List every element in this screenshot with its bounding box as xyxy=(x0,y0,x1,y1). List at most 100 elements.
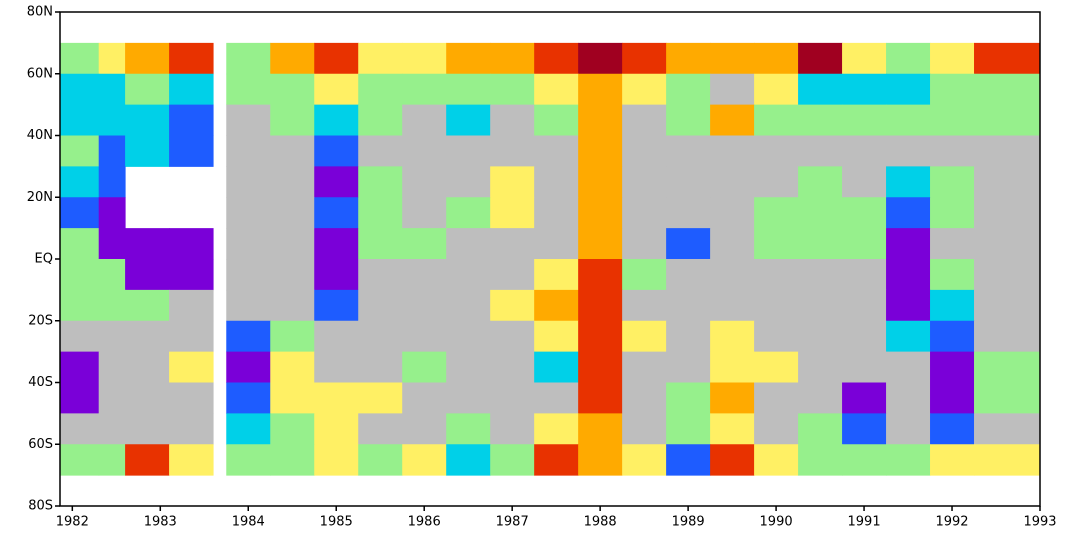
heatmap-cell xyxy=(622,382,667,414)
heatmap-cell xyxy=(842,104,887,136)
heatmap-cell xyxy=(622,228,667,260)
heatmap-cell xyxy=(125,289,170,322)
heatmap-cell xyxy=(754,166,799,198)
heatmap-cell xyxy=(446,351,491,383)
heatmap-cell xyxy=(534,413,579,445)
heatmap-cell xyxy=(930,444,975,476)
heatmap-cell xyxy=(754,413,799,445)
heatmap-cell xyxy=(314,413,359,445)
heatmap-cell xyxy=(710,135,755,167)
heatmap-cell xyxy=(842,351,887,383)
heatmap-cell xyxy=(930,104,975,136)
heatmap-cell xyxy=(226,259,271,291)
heatmap-cell xyxy=(125,413,170,445)
heatmap-cell xyxy=(125,42,170,75)
heatmap-cell xyxy=(886,259,931,291)
heatmap-cell xyxy=(402,351,447,383)
heatmap-cell xyxy=(98,289,126,322)
heatmap-cell xyxy=(226,228,271,260)
heatmap-cell xyxy=(578,42,623,75)
heatmap-cell xyxy=(842,73,887,106)
heatmap-cell xyxy=(710,166,755,198)
heatmap-cell xyxy=(358,135,403,167)
heatmap-cell xyxy=(314,444,359,476)
heatmap-cell xyxy=(886,289,931,322)
heatmap-cell xyxy=(754,73,799,106)
heatmap-cell xyxy=(930,228,975,260)
heatmap-cell xyxy=(534,197,579,229)
x-tick-label: 1984 xyxy=(232,515,265,530)
heatmap-cell xyxy=(534,166,579,198)
heatmap-cell xyxy=(60,382,100,414)
heatmap-cell xyxy=(798,444,843,476)
heatmap-cell xyxy=(710,289,755,322)
heatmap-cell xyxy=(842,42,887,75)
x-tick-label: 1982 xyxy=(56,515,89,530)
heatmap-cell xyxy=(270,351,315,383)
heatmap-cell xyxy=(358,228,403,260)
heatmap-cell xyxy=(490,166,535,198)
heatmap-cell xyxy=(886,382,931,414)
heatmap-cell xyxy=(666,382,711,414)
heatmap-cell xyxy=(798,42,843,75)
heatmap-cell xyxy=(169,228,214,260)
heatmap-cell xyxy=(490,228,535,260)
heatmap-cell xyxy=(754,259,799,291)
heatmap-cell xyxy=(930,42,975,75)
heatmap-cell xyxy=(446,382,491,414)
heatmap-cell xyxy=(974,166,1041,198)
heatmap-cell xyxy=(402,42,447,75)
heatmap-cell xyxy=(578,73,623,106)
heatmap-cell xyxy=(622,259,667,291)
heatmap-cell xyxy=(358,197,403,229)
heatmap-cell xyxy=(314,351,359,383)
heatmap-cell xyxy=(578,197,623,229)
heatmap-cell xyxy=(578,104,623,136)
heatmap-cell xyxy=(270,382,315,414)
heatmap-cell xyxy=(666,444,711,476)
heatmap-cell xyxy=(842,320,887,353)
heatmap-cell xyxy=(125,104,170,136)
heatmap-cell xyxy=(578,228,623,260)
heatmap-cell xyxy=(169,104,214,136)
heatmap-cell xyxy=(358,289,403,322)
heatmap-cell xyxy=(270,73,315,106)
y-tick-label: 40N xyxy=(27,128,53,143)
heatmap-cell xyxy=(578,135,623,167)
heatmap-cell xyxy=(169,413,214,445)
heatmap-cell xyxy=(578,413,623,445)
x-tick-label: 1992 xyxy=(935,515,968,530)
heatmap-cell xyxy=(169,259,214,291)
heatmap-cell xyxy=(974,320,1041,353)
heatmap-cell xyxy=(886,104,931,136)
heatmap-cell xyxy=(666,351,711,383)
heatmap-cell xyxy=(98,320,126,353)
heatmap-cell xyxy=(622,320,667,353)
heatmap-cell xyxy=(578,289,623,322)
heatmap-cell xyxy=(666,166,711,198)
heatmap-cell xyxy=(490,413,535,445)
heatmap-cell xyxy=(974,104,1041,136)
heatmap-cell xyxy=(270,444,315,476)
heatmap-cell xyxy=(974,228,1041,260)
heatmap-cell xyxy=(974,42,1041,75)
heatmap-cell xyxy=(710,351,755,383)
heatmap-cell xyxy=(358,351,403,383)
heatmap-cell xyxy=(98,166,126,198)
x-tick-label: 1983 xyxy=(144,515,177,530)
heatmap-cell xyxy=(60,289,100,322)
heatmap-cell xyxy=(578,351,623,383)
heatmap-cell xyxy=(754,135,799,167)
heatmap-cell xyxy=(358,42,403,75)
heatmap-cell xyxy=(358,104,403,136)
heatmap-cell xyxy=(666,135,711,167)
heatmap-cell xyxy=(622,42,667,75)
heatmap-cell xyxy=(226,320,271,353)
heatmap-cell xyxy=(446,197,491,229)
heatmap-cell xyxy=(622,351,667,383)
heatmap-cell xyxy=(402,104,447,136)
heatmap-cell xyxy=(402,166,447,198)
heatmap-cell xyxy=(226,42,271,75)
heatmap-cell xyxy=(666,320,711,353)
